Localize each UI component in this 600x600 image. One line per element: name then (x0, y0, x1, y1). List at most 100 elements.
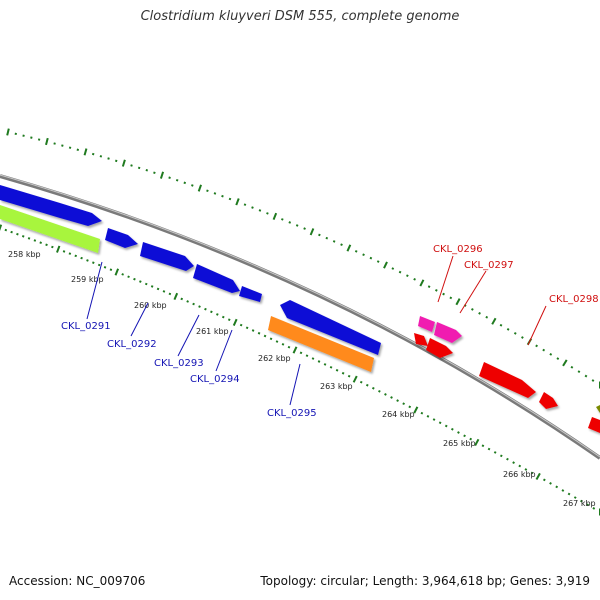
inner-tick-mark (186, 300, 189, 303)
outer-tick-mark (288, 221, 292, 224)
outer-tick-mark (168, 176, 171, 179)
inner-tick-mark (524, 468, 528, 471)
inner-tick-mark (263, 334, 267, 338)
gene-label-ckl-0295[interactable]: CKL_0295 (267, 408, 317, 419)
outer-tick-mark (499, 323, 503, 327)
gene-arrow-blue-5[interactable] (239, 286, 262, 302)
outer-tick-mark (391, 267, 395, 270)
inner-tick-mark (413, 406, 419, 414)
outer-tick-mark (76, 148, 80, 152)
inner-tick-mark (580, 499, 583, 503)
outer-tick-mark (221, 194, 224, 198)
inner-tick-mark (144, 282, 148, 286)
outer-tick-mark (478, 311, 481, 315)
gene-arrow-red-4[interactable] (539, 392, 558, 409)
gene-arrow-blue-2[interactable] (105, 228, 138, 248)
gene-arrow-olive[interactable] (596, 405, 600, 413)
outer-tick-mark (332, 240, 336, 243)
gene-label-ckl-0298[interactable]: CKL_0298 (549, 294, 599, 305)
inner-tick-mark (567, 492, 571, 496)
outer-tick-mark (309, 228, 315, 236)
gene-arrow-magenta-2[interactable] (434, 322, 462, 343)
outer-tick-mark (362, 253, 365, 257)
inner-tick-mark (275, 340, 279, 343)
inner-tick-ring (0, 224, 600, 516)
genome-backbone-highlight (0, 174, 600, 458)
inner-tick-mark (192, 302, 195, 306)
outer-tick-mark (303, 227, 306, 230)
outer-tick-mark (318, 233, 321, 237)
outer-tick-mark (383, 261, 388, 269)
outer-tick-mark (325, 236, 329, 240)
inner-tick-mark (51, 245, 54, 249)
outer-tick-mark (295, 224, 299, 227)
inner-tick-mark (323, 363, 327, 366)
outer-tick-mark (258, 209, 262, 212)
inner-tick-mark (390, 396, 393, 399)
outer-tick-mark (435, 288, 438, 292)
inner-tick-mark (359, 380, 363, 384)
genome-backbone (0, 174, 600, 460)
inner-tick-mark (216, 313, 219, 316)
inner-tick-mark (39, 241, 42, 244)
gene-bar-lime[interactable] (0, 205, 100, 253)
outer-tick-mark (183, 181, 187, 185)
inner-tick-mark (305, 354, 309, 358)
inner-tick-mark (204, 307, 207, 311)
outer-tick-mark (346, 244, 352, 252)
gene-arrow-red-3[interactable] (479, 362, 536, 398)
gene-label-ckl-0291[interactable]: CKL_0291 (61, 321, 111, 332)
outer-tick-mark (99, 155, 103, 158)
outer-tick-mark (191, 184, 194, 187)
outer-tick-mark (175, 178, 179, 182)
gene-arrow-red-2[interactable] (426, 338, 453, 358)
inner-tick-mark (335, 368, 339, 372)
gene-arrow-blue-4[interactable] (193, 264, 240, 293)
outer-tick-mark (45, 137, 49, 146)
outer-tick-mark (398, 270, 402, 274)
leader-line (459, 270, 487, 314)
gene-label-ckl-0293[interactable]: CKL_0293 (154, 358, 204, 369)
inner-tick-mark (156, 287, 160, 291)
gene-arrow-red-5[interactable] (588, 417, 600, 433)
inner-tick-mark (251, 329, 255, 332)
gene-label-ckl-0297[interactable]: CKL_0297 (464, 260, 514, 271)
gene-arrow-blue-6[interactable] (280, 300, 381, 355)
outer-tick-mark (197, 184, 202, 192)
leader-line (437, 255, 454, 303)
inner-tick-mark (487, 447, 491, 451)
inner-tick-mark (281, 343, 285, 346)
gene-label-ckl-0294[interactable]: CKL_0294 (190, 374, 240, 385)
inner-tick-mark (80, 256, 83, 260)
position-labels: 258 kbp 259 kbp 260 kbp 261 kbp 262 kbp … (8, 250, 596, 508)
inner-tick-mark (232, 318, 238, 327)
gene-label-ckl-0296[interactable]: CKL_0296 (433, 244, 483, 255)
gene-arrow-magenta-1[interactable] (418, 316, 435, 332)
inner-tick-mark (127, 275, 130, 279)
outer-tick-mark (455, 298, 461, 306)
inner-tick-mark (469, 437, 473, 441)
leader-line (289, 363, 301, 406)
outer-tick-mark (53, 142, 56, 145)
outer-tick-mark (442, 292, 445, 296)
gene-arrow-blue-1[interactable] (0, 185, 102, 226)
outer-tick-mark (145, 169, 149, 172)
inner-tick-mark (384, 393, 387, 396)
gene-arrow-red-1[interactable] (414, 333, 428, 346)
outer-tick-mark (83, 148, 88, 156)
outer-tick-mark (137, 166, 141, 170)
inner-tick-mark (10, 230, 13, 234)
gene-bar-orange[interactable] (268, 316, 374, 372)
gene-arrow-blue-3[interactable] (140, 242, 194, 271)
inner-tick-mark (438, 421, 442, 425)
inner-tick-mark (168, 292, 172, 296)
inner-tick-mark (512, 461, 515, 464)
gene-label-ckl-0292[interactable]: CKL_0292 (107, 339, 157, 350)
inner-tick-mark (150, 285, 154, 288)
inner-tick-mark (210, 310, 213, 314)
inner-tick-mark (74, 254, 78, 258)
inner-tick-mark (481, 444, 485, 448)
inner-tick-mark (426, 415, 430, 418)
position-label: 260 kbp (134, 301, 167, 310)
inner-tick-mark (378, 389, 381, 393)
